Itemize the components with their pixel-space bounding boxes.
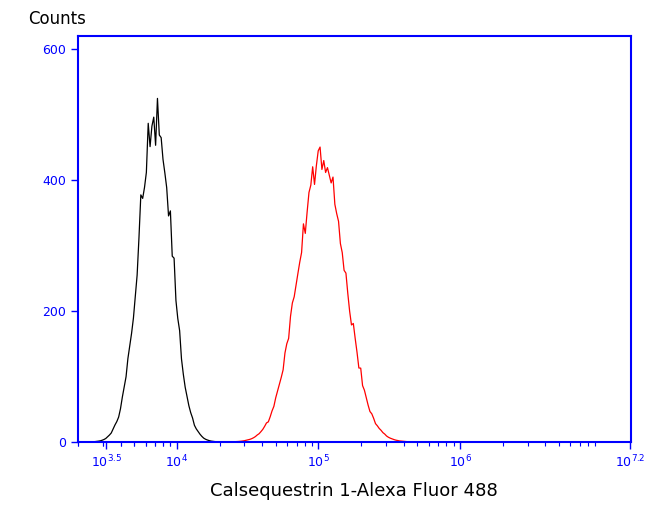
Text: Counts: Counts xyxy=(29,10,86,28)
X-axis label: Calsequestrin 1-Alexa Fluor 488: Calsequestrin 1-Alexa Fluor 488 xyxy=(211,482,498,500)
